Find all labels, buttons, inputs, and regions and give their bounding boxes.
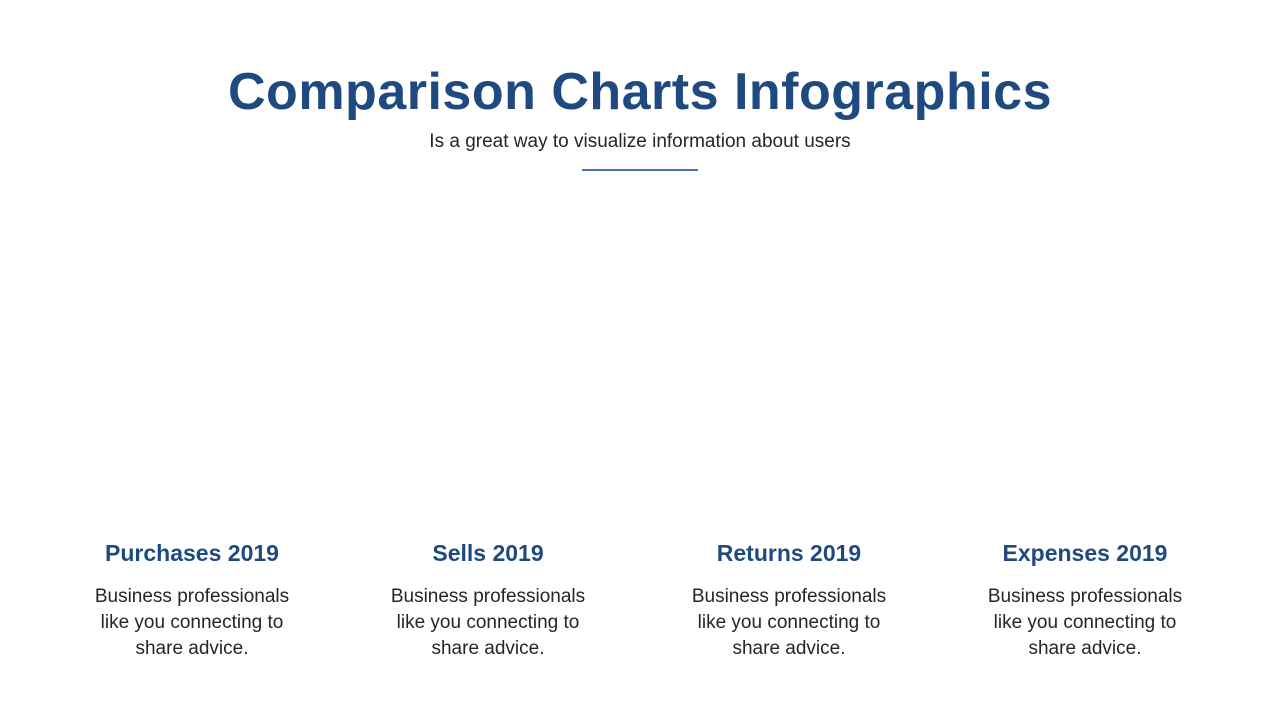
column-description: Business professionals like you connecti… <box>62 584 322 662</box>
page-title: Comparison Charts Infographics <box>228 63 1052 121</box>
description-line: like you connecting to <box>993 612 1177 633</box>
description-line: Business professionals <box>94 586 290 607</box>
description-line: Business professionals <box>987 586 1183 607</box>
column-expenses: Expenses 2019 Business professionals lik… <box>955 538 1215 662</box>
page-subtitle: Is a great way to visualize information … <box>429 131 851 152</box>
description-line: like you connecting to <box>396 612 580 633</box>
column-purchases: Purchases 2019 Business professionals li… <box>62 538 322 662</box>
description-line: like you connecting to <box>697 612 881 633</box>
column-description: Business professionals like you connecti… <box>358 584 618 662</box>
column-title: Sells 2019 <box>432 540 544 566</box>
description-line: share advice. <box>431 638 545 659</box>
description-line: share advice. <box>1028 638 1142 659</box>
column-description: Business professionals like you connecti… <box>659 584 919 662</box>
column-returns: Returns 2019 Business professionals like… <box>659 538 919 662</box>
column-title: Purchases 2019 <box>105 540 279 566</box>
title-divider <box>582 169 698 171</box>
column-sells: Sells 2019 Business professionals like y… <box>358 538 618 662</box>
description-line: share advice. <box>135 638 249 659</box>
description-line: Business professionals <box>390 586 586 607</box>
column-title: Returns 2019 <box>716 540 862 566</box>
description-line: share advice. <box>732 638 846 659</box>
column-title: Expenses 2019 <box>1002 540 1168 566</box>
description-line: like you connecting to <box>100 612 284 633</box>
column-description: Business professionals like you connecti… <box>955 584 1215 662</box>
description-line: Business professionals <box>691 586 887 607</box>
